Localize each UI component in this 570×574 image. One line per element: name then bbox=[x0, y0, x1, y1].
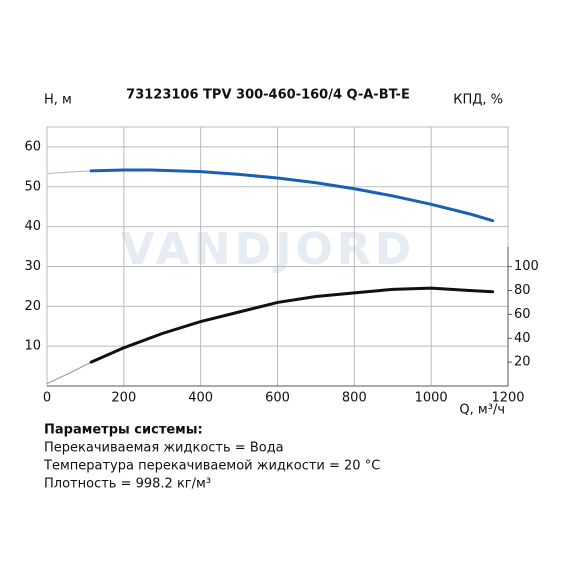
y-tick-label: 10 bbox=[24, 339, 41, 354]
params-heading: Параметры системы: bbox=[44, 423, 203, 438]
y2-tick-label: 80 bbox=[514, 283, 531, 298]
x-tick-label: 1000 bbox=[415, 391, 448, 406]
y-axis-label: H, м bbox=[44, 93, 72, 108]
params-line: Температура перекачиваемой жидкости = 20… bbox=[43, 459, 380, 474]
y-tick-label: 60 bbox=[24, 139, 41, 154]
params-line: Перекачиваемая жидкость = Вода bbox=[44, 441, 284, 456]
watermark: VANDJORD bbox=[121, 224, 416, 275]
line-series bbox=[46, 361, 92, 385]
y-tick-label: 50 bbox=[24, 179, 41, 194]
x-tick-label: 800 bbox=[342, 391, 367, 406]
line-series bbox=[46, 170, 92, 175]
x-axis-label: Q, м³/ч bbox=[459, 403, 505, 418]
params-line: Плотность = 998.2 кг/м³ bbox=[44, 477, 211, 492]
x-tick-label: 200 bbox=[111, 391, 136, 406]
y-tick-label: 40 bbox=[24, 219, 41, 234]
y-tick-label: 20 bbox=[24, 299, 41, 314]
x-tick-label: 400 bbox=[188, 391, 213, 406]
x-tick-label: 1200 bbox=[491, 391, 524, 406]
y2-tick-label: 60 bbox=[514, 307, 531, 322]
y-tick-label: 30 bbox=[24, 259, 41, 274]
line-series bbox=[89, 168, 495, 223]
y2-axis-label: КПД, % bbox=[453, 93, 503, 108]
x-tick-label: 600 bbox=[265, 391, 290, 406]
y2-tick-label: 20 bbox=[514, 355, 531, 370]
line-series bbox=[89, 286, 495, 364]
chart-title: 73123106 TPV 300-460-160/4 Q-A-BT-E bbox=[126, 88, 410, 103]
x-tick-label: 0 bbox=[43, 391, 51, 406]
y2-tick-label: 40 bbox=[514, 331, 531, 346]
y2-tick-label: 100 bbox=[514, 259, 539, 274]
